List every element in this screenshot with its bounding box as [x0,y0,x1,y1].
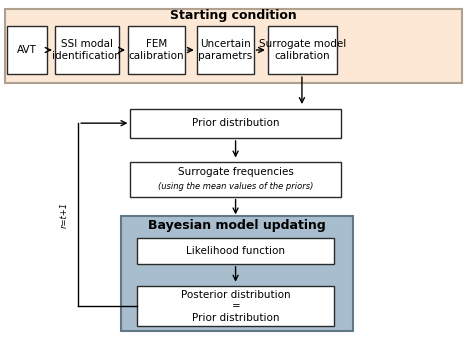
Text: AVT: AVT [18,45,37,55]
FancyBboxPatch shape [268,26,337,74]
Text: Posterior distribution
=
Prior distribution: Posterior distribution = Prior distribut… [181,289,291,323]
FancyBboxPatch shape [137,238,334,264]
Text: FEM
calibration: FEM calibration [128,39,184,61]
Text: Uncertain
parametrs: Uncertain parametrs [198,39,252,61]
FancyBboxPatch shape [137,286,334,326]
Text: r=t+1: r=t+1 [60,202,68,228]
Text: Bayesian model updating: Bayesian model updating [148,219,326,233]
Text: Likelihood function: Likelihood function [186,246,285,256]
FancyBboxPatch shape [55,26,118,74]
FancyBboxPatch shape [197,26,254,74]
Text: Surrogate frequencies: Surrogate frequencies [178,167,294,177]
FancyBboxPatch shape [7,26,47,74]
Text: SSI modal
identification: SSI modal identification [52,39,121,61]
FancyBboxPatch shape [130,162,341,197]
Text: Prior distribution: Prior distribution [192,118,280,128]
FancyBboxPatch shape [5,9,462,83]
Text: (using the mean values of the priors): (using the mean values of the priors) [158,182,313,191]
FancyBboxPatch shape [130,109,341,138]
Text: Surrogate model
calibration: Surrogate model calibration [258,39,346,61]
Text: Starting condition: Starting condition [170,9,297,22]
FancyBboxPatch shape [121,216,353,331]
FancyBboxPatch shape [128,26,185,74]
